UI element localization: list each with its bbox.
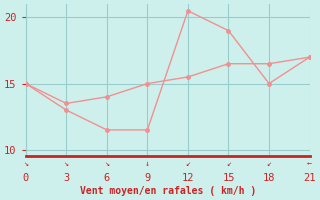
Text: ↓: ↓ [145, 159, 150, 168]
Text: ↙: ↙ [226, 159, 231, 168]
Text: ←: ← [307, 159, 312, 168]
Text: ↙: ↙ [267, 159, 272, 168]
X-axis label: Vent moyen/en rafales ( km/h ): Vent moyen/en rafales ( km/h ) [79, 186, 256, 196]
Text: ↘: ↘ [104, 159, 109, 168]
Text: ↙: ↙ [185, 159, 190, 168]
Text: ↘: ↘ [23, 159, 28, 168]
Text: ↘: ↘ [64, 159, 69, 168]
